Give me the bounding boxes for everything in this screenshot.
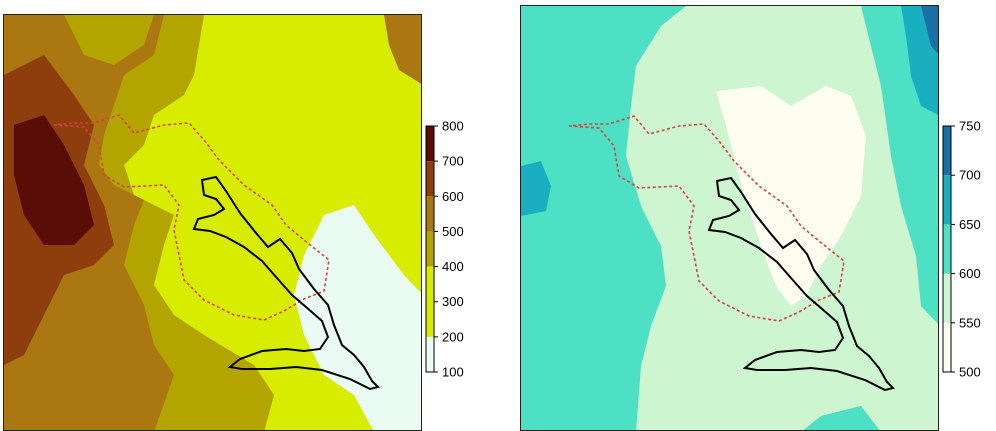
right-legend-canvas: 500 550 600 650 700 750 [942,119,981,380]
zone-700-northeast [921,6,938,54]
right-legend-band [943,126,951,176]
terrain-north-400 [64,15,154,65]
left-legend: 100 200 300 400 500 600 700 800 [424,119,484,380]
right-legend: 500 550 600 650 700 750 [941,119,996,380]
region-outline [568,115,845,322]
left-legend-tick-label: 400 [442,259,464,274]
right-legend-band [943,273,951,323]
left-legend-band [426,161,434,197]
left-legend-frame [425,125,435,373]
right-legend-frame [942,125,952,373]
left-legend-band [426,336,434,372]
region-outline [53,114,330,321]
basin-outline [192,175,380,391]
left-legend-tick-label: 300 [442,294,464,309]
zone-650-west [521,161,551,216]
temperature-map-canvas [521,6,938,430]
left-legend-tick-label: 700 [442,154,464,169]
elevation-map [3,14,422,431]
left-legend-tick-label: 200 [442,329,464,344]
elevation-map-canvas [4,15,421,430]
zone-500-center [716,86,866,306]
left-legend-band [426,126,434,162]
left-legend-tick-label: 800 [442,120,464,134]
zone-600-west [521,6,686,430]
left-legend-band [426,196,434,232]
temperature-map [520,5,939,431]
left-legend-canvas: 100 200 300 400 500 600 700 800 [425,119,464,380]
right-legend-band [943,224,951,274]
basin-outline [707,176,895,392]
right-legend-tick-label: 750 [959,120,981,134]
left-legend-tick-label: 100 [442,365,464,380]
right-legend-tick-label: 700 [959,168,981,183]
right-legend-tick-label: 650 [959,217,981,232]
right-legend-tick-label: 500 [959,365,981,380]
lowland-100 [294,205,421,430]
terrain-700 [14,115,94,245]
left-legend-band [426,231,434,267]
zone-600-south [803,406,880,430]
left-legend-tick-label: 500 [442,224,464,239]
right-legend-tick-label: 550 [959,315,981,330]
right-legend-band [943,175,951,225]
left-legend-band [426,266,434,337]
terrain-northeast [384,15,421,84]
left-legend-tick-label: 600 [442,189,464,204]
right-legend-band [943,322,951,372]
right-legend-tick-label: 600 [959,266,981,281]
